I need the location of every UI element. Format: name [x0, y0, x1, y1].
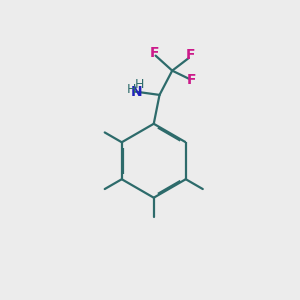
- Text: H: H: [127, 82, 136, 96]
- Text: F: F: [150, 46, 159, 60]
- Text: F: F: [186, 48, 196, 62]
- Text: H: H: [134, 79, 144, 92]
- Text: F: F: [186, 73, 196, 87]
- Text: N: N: [131, 85, 143, 99]
